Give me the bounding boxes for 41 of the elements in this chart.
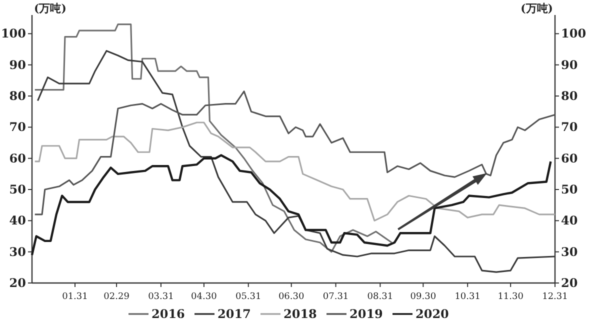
- x-tick-label: 04.30: [191, 292, 218, 302]
- y2-tick-label: 30: [561, 244, 578, 259]
- legend-label: 2017: [218, 307, 251, 321]
- legend-label: 2018: [284, 307, 317, 321]
- line-series: [30, 154, 552, 256]
- y-axis-title: (万吨): [34, 2, 66, 15]
- y2-tick-label: 90: [561, 58, 578, 72]
- y2-tick-label: 40: [561, 214, 578, 228]
- y-tick-label: 80: [9, 89, 26, 104]
- x-tick-label: 09.30: [410, 292, 436, 302]
- y-tick-label: 70: [9, 120, 26, 134]
- y-tick-label: 50: [9, 182, 26, 197]
- y2-tick-label: 20: [561, 276, 578, 290]
- y2-axis-title: (万吨): [520, 2, 553, 15]
- y2-tick-label: 100: [561, 26, 586, 41]
- line-series: [34, 90, 556, 216]
- x-tick-label: 08.31: [367, 292, 394, 302]
- y-tick-label: 30: [9, 244, 26, 259]
- x-tick-label: 12.31: [542, 292, 568, 302]
- x-tick-label: 07.31: [322, 292, 349, 302]
- legend-label: 2020: [416, 307, 449, 321]
- x-tick-label: 05.31: [235, 292, 262, 302]
- x-tick-label: 10.31: [454, 292, 480, 302]
- x-tick-label: 11.30: [498, 292, 524, 302]
- line-series: [34, 122, 556, 222]
- y2-tick-label: 80: [561, 89, 578, 104]
- line-series: [34, 24, 392, 253]
- legend-label: 2016: [152, 307, 185, 321]
- x-tick-label: 06.30: [278, 292, 305, 302]
- y2-tick-label: 60: [561, 151, 578, 166]
- y2-tick-label: 70: [561, 120, 578, 134]
- y2-tick-label: 50: [561, 182, 578, 197]
- y-tick-label: 90: [9, 58, 26, 72]
- y-tick-label: 40: [9, 214, 26, 228]
- x-tick-label: 01.31: [62, 292, 88, 302]
- y-tick-label: 60: [9, 151, 26, 166]
- legend-label: 2019: [350, 307, 383, 321]
- y-tick-label: 20: [9, 276, 26, 290]
- x-tick-label: 03.31: [148, 292, 174, 302]
- x-tick-label: 02.29: [104, 292, 130, 302]
- y-tick-label: 100: [0, 26, 26, 41]
